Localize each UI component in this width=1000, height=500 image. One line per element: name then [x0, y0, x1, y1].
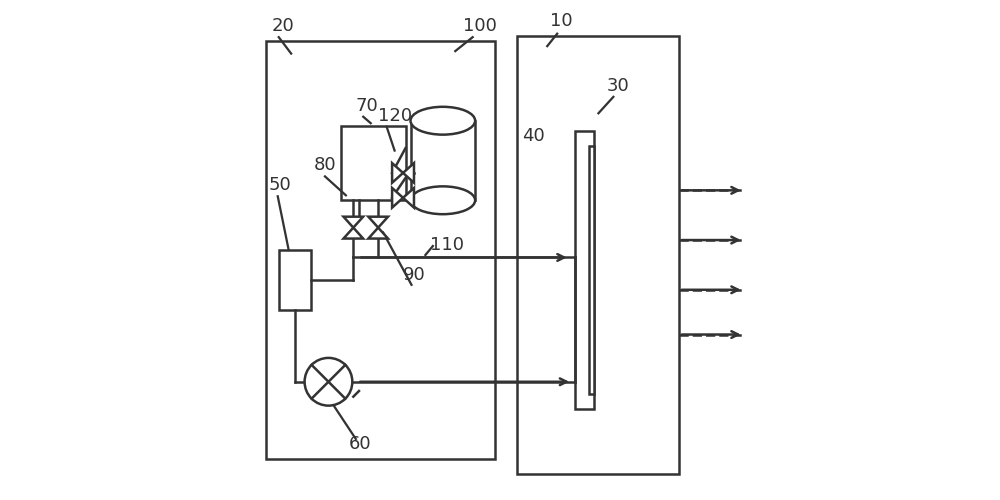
Text: 40: 40: [522, 126, 545, 144]
Polygon shape: [368, 228, 388, 238]
Bar: [575, 130, 594, 409]
Text: 60: 60: [348, 435, 371, 453]
Polygon shape: [343, 216, 363, 228]
Text: 20: 20: [271, 17, 294, 35]
Text: 120: 120: [378, 106, 412, 124]
Bar: [341, 126, 406, 200]
Polygon shape: [343, 228, 363, 238]
Polygon shape: [403, 188, 414, 208]
Text: 30: 30: [607, 77, 630, 95]
Text: 100: 100: [463, 17, 497, 35]
Text: 80: 80: [314, 156, 336, 174]
Ellipse shape: [411, 107, 475, 134]
Text: 110: 110: [430, 236, 464, 254]
Bar: [266, 41, 495, 459]
Ellipse shape: [411, 186, 475, 214]
Bar: [589, 146, 594, 394]
Polygon shape: [392, 163, 403, 183]
Text: 50: 50: [269, 176, 292, 194]
Bar: [517, 36, 679, 474]
Bar: [279, 250, 311, 310]
Polygon shape: [392, 188, 403, 208]
Text: 70: 70: [356, 97, 379, 115]
Text: 90: 90: [403, 266, 426, 284]
Polygon shape: [403, 163, 414, 183]
Polygon shape: [368, 216, 388, 228]
Circle shape: [305, 358, 352, 406]
Text: 10: 10: [550, 12, 572, 30]
